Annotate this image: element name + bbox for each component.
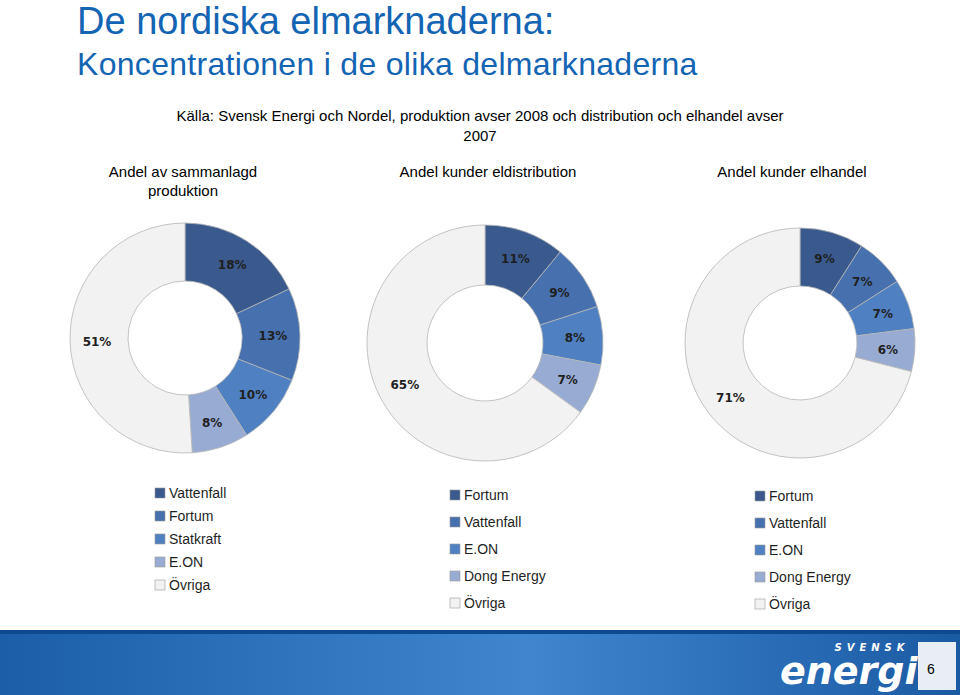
legend: Fortum Vattenfall E.ON Dong Energy Övriga xyxy=(450,487,546,611)
data-label: 8% xyxy=(565,331,585,345)
legend-label: E.ON xyxy=(769,542,803,558)
legend-swatch xyxy=(755,545,765,555)
legend-swatch xyxy=(450,517,460,527)
legend-label: Vattenfall xyxy=(169,485,226,501)
donut-labels: 11% 9% 8% 7% 65% xyxy=(390,252,585,392)
data-label: 7% xyxy=(557,373,577,387)
legend-swatch xyxy=(155,511,165,521)
page-box xyxy=(918,642,956,690)
data-label: 8% xyxy=(202,416,222,430)
data-label: 6% xyxy=(878,343,898,357)
legend-label: Dong Energy xyxy=(769,569,851,585)
data-label: 71% xyxy=(716,391,745,405)
legend-label: Fortum xyxy=(169,508,213,524)
donut-slice xyxy=(685,228,911,458)
legend-label: Statkraft xyxy=(169,531,221,547)
donut-slice xyxy=(70,223,192,453)
donut-slice xyxy=(367,225,580,461)
donut-labels: 18% 13% 10% 8% 51% xyxy=(83,258,288,430)
legend-swatch xyxy=(155,488,165,498)
donut-slice xyxy=(848,281,914,335)
data-label: 51% xyxy=(83,335,112,349)
donut-labels: 9% 7% 7% 6% 71% xyxy=(716,252,898,404)
legend-label: Övriga xyxy=(464,594,505,611)
legend-swatch xyxy=(155,557,165,567)
footer-line xyxy=(0,630,960,634)
chart-title: Andel kunder eldistribution xyxy=(348,162,628,181)
slide: De nordiska elmarknaderna:Koncentratione… xyxy=(0,0,960,695)
legend-swatch xyxy=(755,572,765,582)
legend-label: Vattenfall xyxy=(464,514,521,530)
legend-label: Övriga xyxy=(169,576,210,593)
source-note: Källa: Svensk Energi och Nordel, produkt… xyxy=(175,106,785,146)
legend-label: Vattenfall xyxy=(769,515,826,531)
legend-label: E.ON xyxy=(169,554,203,570)
data-label: 7% xyxy=(873,307,893,321)
data-label: 11% xyxy=(501,252,530,266)
slide-subtitle: Koncentrationen i de olika delmarknadern… xyxy=(77,46,698,83)
legend-label: Dong Energy xyxy=(464,568,546,584)
data-label: 10% xyxy=(238,388,267,402)
legend-swatch xyxy=(755,518,765,528)
donut xyxy=(70,223,300,453)
data-label: 9% xyxy=(549,286,569,300)
slide-title: De nordiska elmarknaderna: xyxy=(77,0,554,43)
footer-band xyxy=(0,630,960,695)
legend: Vattenfall Fortum Statkraft E.ON Övriga xyxy=(155,485,226,593)
data-label: 7% xyxy=(852,275,872,289)
legend-label: E.ON xyxy=(464,541,498,557)
donut xyxy=(367,225,603,461)
legend: Fortum Vattenfall E.ON Dong Energy Övriga xyxy=(755,488,851,612)
chart-title: Andel kunder elhandel xyxy=(652,162,932,181)
legend-label: Övriga xyxy=(769,595,810,612)
data-label: 13% xyxy=(259,329,288,343)
data-label: 9% xyxy=(814,252,834,266)
legend-swatch xyxy=(450,490,460,500)
data-label: 18% xyxy=(218,258,247,272)
donut xyxy=(685,228,915,458)
chart-title: Andel av sammanlagd produktion xyxy=(93,162,273,200)
legend-label: Fortum xyxy=(464,487,508,503)
legend-swatch xyxy=(755,599,765,609)
page-number: 6 xyxy=(927,661,935,677)
legend-swatch xyxy=(755,491,765,501)
logo: energi xyxy=(780,649,919,693)
legend-swatch xyxy=(450,571,460,581)
chart-canvas: SVENSKenergi618%13%10%8%51%VattenfallFor… xyxy=(0,0,960,695)
data-label: 65% xyxy=(390,378,419,392)
legend-swatch xyxy=(155,534,165,544)
legend-swatch xyxy=(450,598,460,608)
legend-label: Fortum xyxy=(769,488,813,504)
legend-swatch xyxy=(155,580,165,590)
legend-swatch xyxy=(450,544,460,554)
